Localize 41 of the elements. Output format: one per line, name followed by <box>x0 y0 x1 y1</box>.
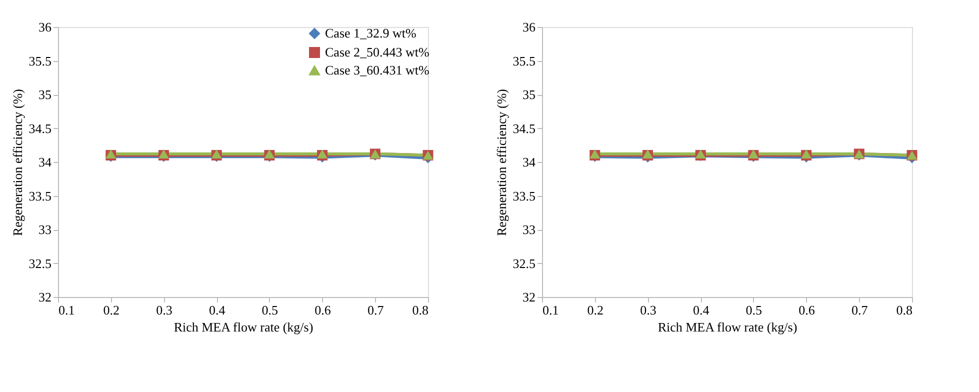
x-tick-label: 0.5 <box>746 302 762 318</box>
y-tick-label: 32 <box>522 290 536 304</box>
y-axis-title: Regeneration efficiency (%) <box>10 88 25 236</box>
y-tick-label: 36 <box>522 20 536 34</box>
legend-label: Case 1_32.9 wt% <box>325 26 417 40</box>
y-axis-title: Regeneration efficiency (%) <box>494 88 509 236</box>
x-tick-label: 0.7 <box>368 302 384 318</box>
x-tick-label: 0.2 <box>103 302 120 318</box>
x-tick-label: 0.3 <box>156 302 172 318</box>
y-tick-label: 35.5 <box>512 53 536 68</box>
x-axis-title: Rich MEA flow rate (kg/s) <box>658 320 798 334</box>
x-tick-label: 0.6 <box>314 302 332 318</box>
y-tick-label: 33.5 <box>28 188 52 204</box>
y-tick-label: 34.5 <box>512 120 536 136</box>
x-tick-label: 0.5 <box>262 302 278 318</box>
legend-label: Case 3_60.431 wt% <box>325 62 430 78</box>
x-tick-label: 0.3 <box>640 302 656 318</box>
legend-label: Case 2_50.443 wt% <box>325 44 430 60</box>
y-tick-label: 35 <box>522 87 536 102</box>
y-tick-label: 34.5 <box>28 120 52 136</box>
x-tick-label: 0.8 <box>896 302 912 318</box>
y-tick-label: 32.5 <box>28 256 52 271</box>
x-tick-label: 0.7 <box>852 302 868 318</box>
y-tick-label: 36 <box>38 20 52 34</box>
x-tick-label: 0.2 <box>587 302 604 318</box>
y-tick-label: 33 <box>522 222 536 237</box>
x-tick-label: 0.4 <box>692 302 710 318</box>
x-tick-label: 0.4 <box>208 302 226 318</box>
y-tick-label: 32.5 <box>512 256 536 271</box>
x-axis-title: Rich MEA flow rate (kg/s) <box>174 320 314 334</box>
y-tick-label: 35.5 <box>28 53 52 68</box>
x-tick-label: 0.1 <box>542 302 559 318</box>
y-tick-label: 33.5 <box>512 188 536 204</box>
x-tick-label: 0.1 <box>58 302 75 318</box>
y-tick-label: 32 <box>38 290 52 304</box>
y-tick-label: 34 <box>38 154 52 170</box>
x-tick-label: 0.6 <box>798 302 816 318</box>
y-tick-label: 34 <box>522 154 536 170</box>
x-tick-label: 0.8 <box>412 302 428 318</box>
y-tick-label: 35 <box>38 87 52 102</box>
y-tick-label: 33 <box>38 222 52 237</box>
